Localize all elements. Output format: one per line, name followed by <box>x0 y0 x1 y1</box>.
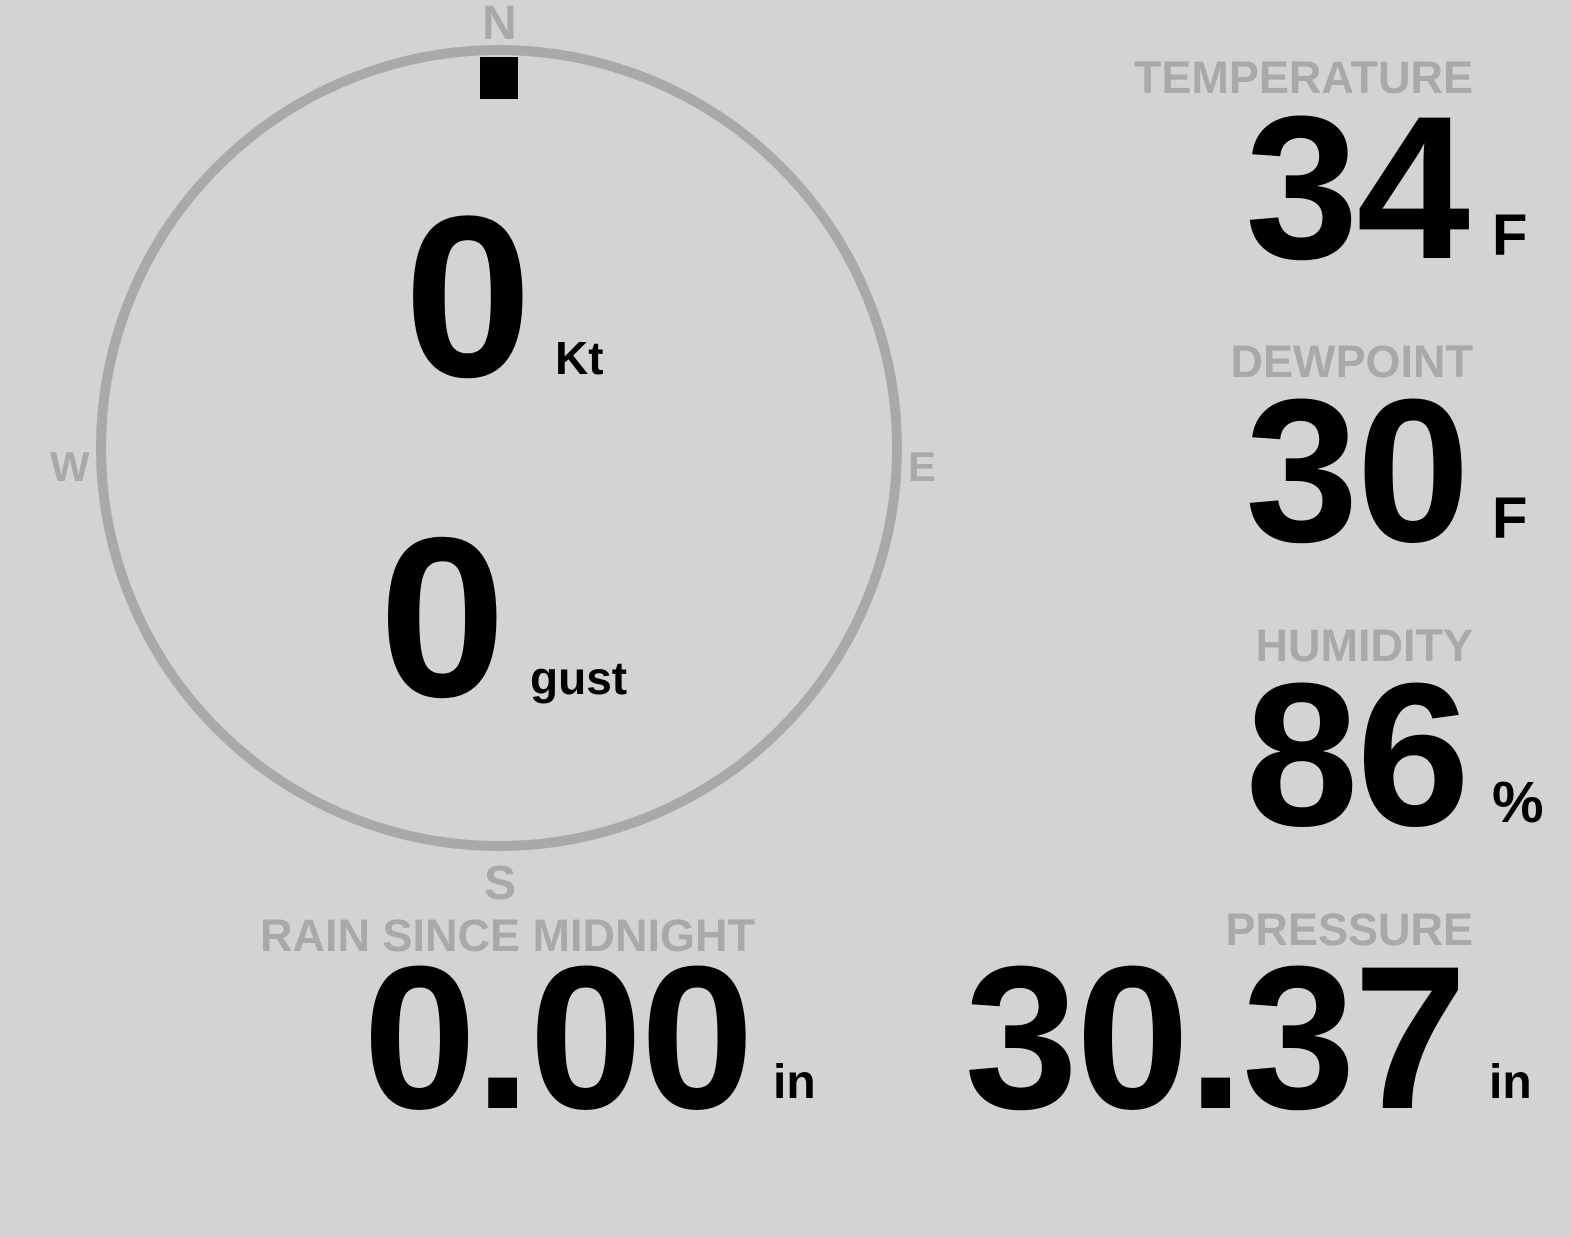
compass-west-label: W <box>50 443 90 490</box>
humidity-value: 86 <box>1245 641 1470 869</box>
pressure-label: PRESSURE <box>1225 904 1473 955</box>
humidity-label: HUMIDITY <box>1255 620 1474 671</box>
rain-unit: in <box>773 1056 816 1109</box>
compass-south-label: S <box>484 857 517 910</box>
dewpoint-unit: F <box>1492 486 1528 551</box>
pressure-value: 30.37 <box>964 924 1467 1152</box>
rain-label: RAIN SINCE MIDNIGHT <box>260 910 755 961</box>
compass-north-label: N <box>482 0 517 50</box>
wind-speed-unit: Kt <box>555 332 604 384</box>
compass-ring <box>96 45 902 851</box>
wind-gust-value: 0 <box>379 491 506 745</box>
wind-direction-marker <box>480 57 518 99</box>
wind-gust-unit: gust <box>530 652 628 704</box>
rain-value: 0.00 <box>362 924 754 1152</box>
temperature-label: TEMPERATURE <box>1133 52 1473 103</box>
temperature-value: 34 <box>1245 74 1470 302</box>
compass-east-label: E <box>908 443 937 490</box>
humidity-unit: % <box>1492 770 1544 835</box>
dewpoint-label: DEWPOINT <box>1230 336 1474 387</box>
pressure-unit: in <box>1489 1056 1532 1109</box>
temperature-unit: F <box>1492 203 1528 268</box>
wind-speed-value: 0 <box>404 168 532 425</box>
dewpoint-value: 30 <box>1245 357 1470 585</box>
